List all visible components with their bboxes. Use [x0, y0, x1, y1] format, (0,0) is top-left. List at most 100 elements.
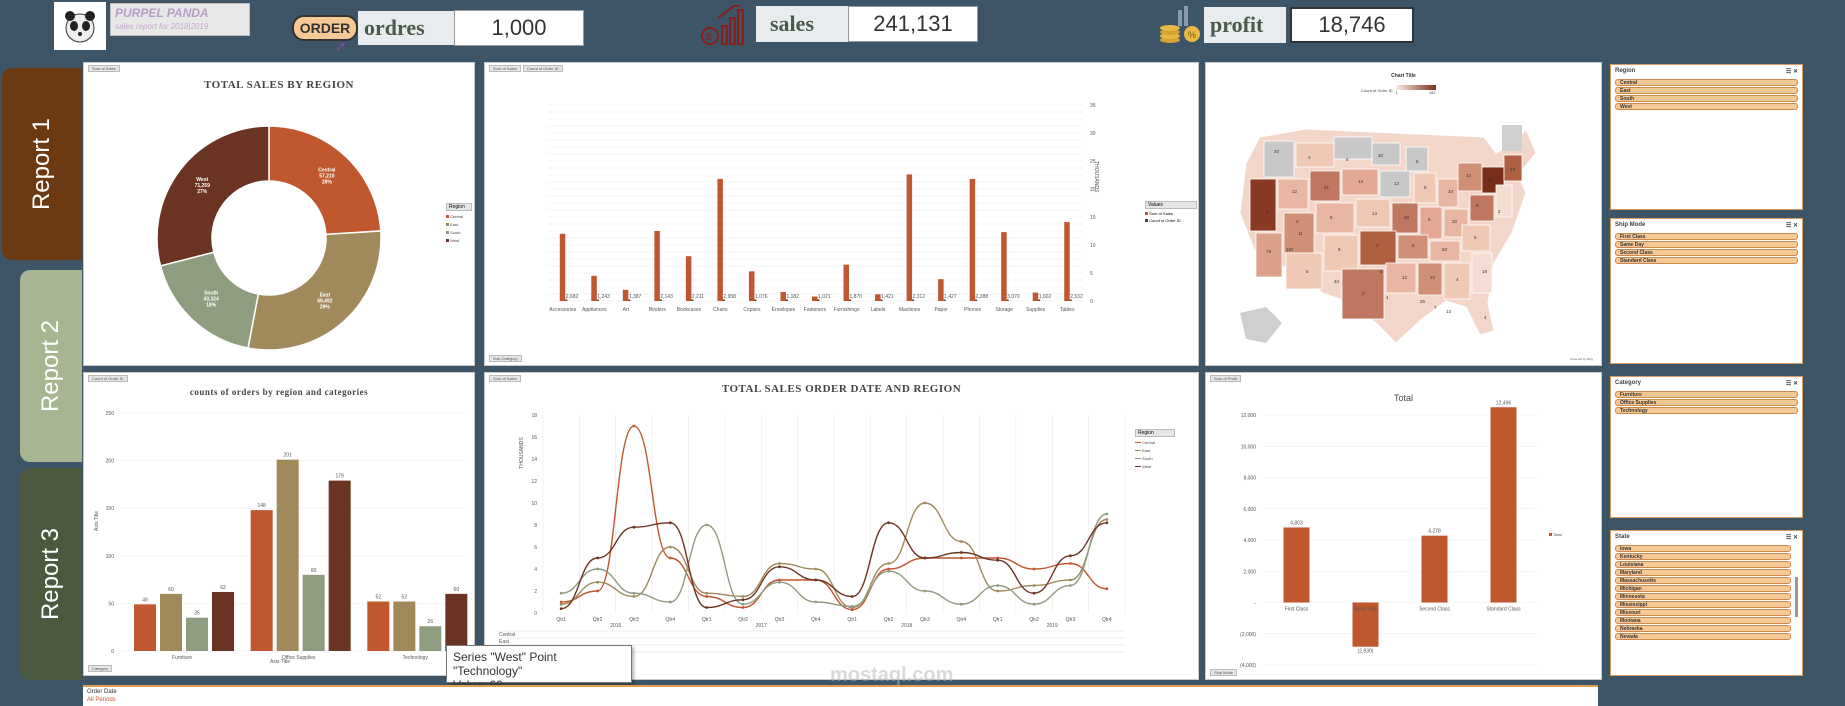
map-state[interactable]: [1371, 142, 1401, 166]
ship-bar[interactable]: [1490, 407, 1517, 603]
subcat-bar[interactable]: [812, 296, 818, 301]
slicer-item[interactable]: South: [1615, 95, 1798, 102]
map-state[interactable]: [1333, 136, 1373, 160]
subcat-bar[interactable]: [843, 264, 850, 301]
map-state[interactable]: [1283, 212, 1315, 254]
slicer-item[interactable]: Second Class: [1615, 249, 1798, 256]
map-state[interactable]: [1255, 232, 1283, 278]
ship-bar[interactable]: [1352, 602, 1379, 647]
slicer-item[interactable]: Montana: [1615, 617, 1791, 624]
map-state[interactable]: [1495, 184, 1513, 218]
map-state[interactable]: [1263, 140, 1295, 178]
slicer-item[interactable]: First Class: [1615, 233, 1798, 240]
map-state[interactable]: [1471, 252, 1493, 294]
tab-report-2[interactable]: Report 2: [20, 270, 82, 462]
map-state[interactable]: [1323, 234, 1359, 272]
clear-filter-icon[interactable]: ☰ ✕: [1785, 535, 1798, 541]
slicer-item[interactable]: Massachusetts: [1615, 577, 1791, 584]
orders-bar[interactable]: [276, 459, 299, 651]
map-state[interactable]: [1413, 172, 1437, 204]
slicer-item[interactable]: Maryland: [1615, 569, 1791, 576]
clear-filter-icon[interactable]: ☰ ✕: [1785, 69, 1798, 75]
map-state[interactable]: [1379, 170, 1411, 198]
subcat-bar[interactable]: [591, 275, 597, 301]
donut-slice-central[interactable]: [268, 125, 382, 236]
subcat-bar[interactable]: [717, 178, 723, 301]
clear-filter-icon[interactable]: ☰ ✕: [1785, 223, 1798, 229]
orders-bar[interactable]: [393, 601, 416, 651]
map-state[interactable]: [1277, 178, 1309, 210]
map-state[interactable]: [1397, 234, 1429, 260]
subcat-bar[interactable]: [685, 256, 692, 301]
tab-report-3[interactable]: Report 3: [20, 468, 82, 680]
timeline-filter[interactable]: Order Date All Periods: [83, 685, 1598, 706]
slicer-item[interactable]: Kentucky: [1615, 553, 1791, 560]
orders-bar[interactable]: [134, 604, 156, 651]
subcat-bar[interactable]: [875, 294, 881, 301]
subcat-bar[interactable]: [559, 233, 566, 301]
map-state[interactable]: [1429, 240, 1461, 262]
slicer-item[interactable]: Iowa: [1615, 545, 1791, 552]
subcat-bar[interactable]: [969, 178, 976, 301]
timeline-value[interactable]: All Periods: [87, 697, 116, 703]
orders-chart-chip[interactable]: Count of Order ID: [88, 375, 128, 382]
orders-bar[interactable]: [250, 510, 273, 651]
map-state[interactable]: [1309, 170, 1341, 202]
slicer-item[interactable]: Central: [1615, 79, 1798, 86]
subcat-bar[interactable]: [748, 271, 755, 301]
slicer-item[interactable]: Standard Class: [1615, 257, 1798, 264]
clear-filter-icon[interactable]: ☰ ✕: [1785, 381, 1798, 387]
map-state[interactable]: [1417, 262, 1443, 296]
line-chart-chip[interactable]: Sum of Sales: [489, 375, 521, 382]
orders-bar[interactable]: [367, 601, 390, 651]
ship-bar[interactable]: [1421, 535, 1448, 603]
slicer-item[interactable]: Nevada: [1615, 633, 1791, 640]
map-state[interactable]: [1469, 194, 1495, 222]
slicer-item[interactable]: Michigan: [1615, 585, 1791, 592]
orders-bar[interactable]: [160, 593, 182, 651]
map-state[interactable]: [1341, 168, 1379, 196]
slicer-item[interactable]: East: [1615, 87, 1798, 94]
donut-field-chip[interactable]: Sum of Sales: [88, 65, 120, 72]
subcat-bar[interactable]: [906, 174, 913, 301]
category-filter[interactable]: Category: [88, 665, 113, 672]
slicer-item[interactable]: Same Day: [1615, 241, 1798, 248]
slicer-item[interactable]: Louisiana: [1615, 561, 1791, 568]
slicer-item[interactable]: Minnesota: [1615, 593, 1791, 600]
line-series-east[interactable]: [561, 502, 1107, 609]
map-state[interactable]: [1385, 262, 1417, 294]
orders-bar[interactable]: [212, 591, 234, 651]
subcat-chip-count[interactable]: Count of Order ID: [523, 65, 563, 72]
map-state[interactable]: [1391, 202, 1419, 234]
subcategory-filter[interactable]: Sub-Category: [489, 355, 522, 362]
slicer-item[interactable]: Nebraska: [1615, 625, 1791, 632]
donut-legend-title[interactable]: Region: [446, 203, 472, 211]
map-state[interactable]: [1437, 178, 1459, 208]
map-state[interactable]: [1405, 146, 1429, 172]
slicer-item[interactable]: West: [1615, 103, 1798, 110]
map-state[interactable]: [1443, 262, 1471, 300]
slicer-item[interactable]: Missouri: [1615, 609, 1791, 616]
subcat-chip-sales[interactable]: Sum of Sales: [489, 65, 521, 72]
orders-bar[interactable]: [302, 574, 325, 651]
map-state[interactable]: [1461, 224, 1491, 252]
subcat-legend-title[interactable]: Values: [1145, 201, 1197, 209]
orders-bar[interactable]: [186, 617, 208, 651]
line-series-west[interactable]: [561, 522, 1107, 610]
subcat-bar[interactable]: [938, 279, 944, 301]
orders-bar[interactable]: [445, 593, 468, 651]
slicer-item[interactable]: Furniture: [1615, 391, 1798, 398]
ship-mode-filter[interactable]: Ship Mode: [1210, 669, 1238, 676]
slicer-item[interactable]: Mississippi: [1615, 601, 1791, 608]
subcat-bar[interactable]: [1001, 232, 1007, 301]
donut-slice-east[interactable]: [247, 230, 382, 351]
map-state[interactable]: [1341, 268, 1385, 320]
subcat-bar[interactable]: [1064, 222, 1070, 301]
orders-bar[interactable]: [328, 480, 351, 651]
map-state[interactable]: [1285, 252, 1323, 290]
line-series-south[interactable]: [561, 513, 1108, 608]
map-state[interactable]: [1419, 206, 1443, 240]
slicer-item[interactable]: Technology: [1615, 407, 1798, 414]
map-state[interactable]: [1249, 178, 1277, 232]
map-state[interactable]: [1457, 162, 1483, 192]
